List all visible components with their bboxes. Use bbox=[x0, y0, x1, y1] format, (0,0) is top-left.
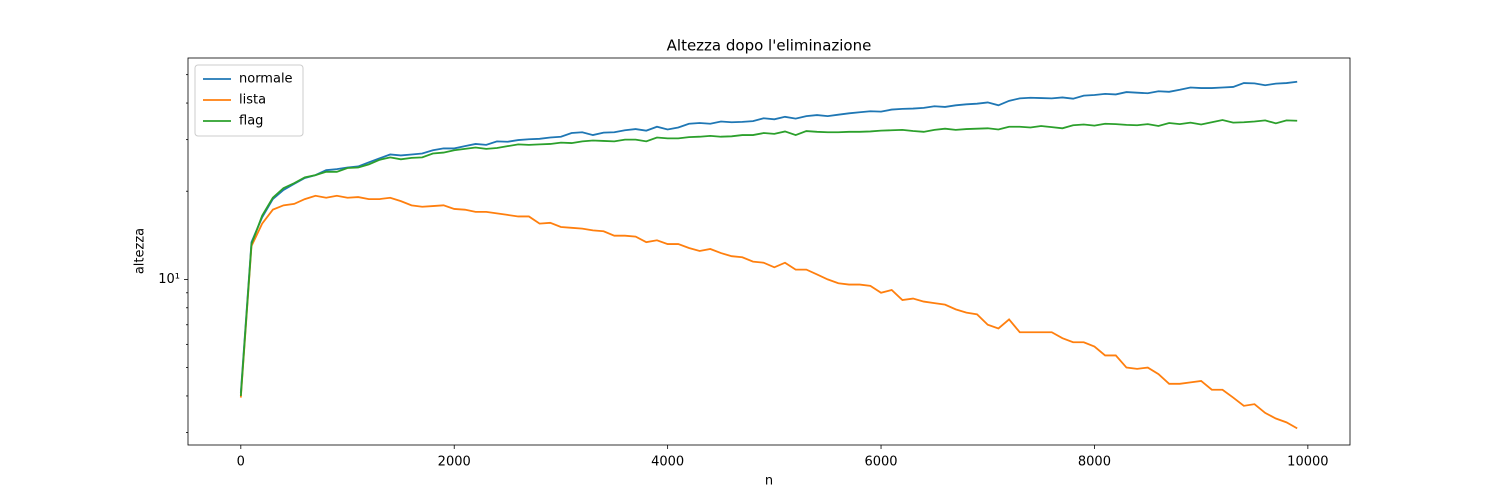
legend-label: flag bbox=[239, 114, 263, 129]
x-tick-label: 8000 bbox=[1078, 455, 1111, 470]
x-axis-label: n bbox=[765, 474, 773, 489]
x-tick-label: 4000 bbox=[651, 455, 684, 470]
legend-label: lista bbox=[239, 93, 266, 108]
legend: normale lista flag bbox=[194, 64, 304, 137]
series-line bbox=[239, 80, 1298, 393]
plot-frame bbox=[187, 57, 1351, 446]
x-tick-label: 6000 bbox=[864, 455, 897, 470]
x-tick-label: 10000 bbox=[1287, 455, 1328, 470]
chart-title: Altezza dopo l'eliminazione bbox=[667, 37, 872, 55]
x-tick-label: 2000 bbox=[438, 455, 471, 470]
x-tick-label: 0 bbox=[237, 455, 245, 470]
y-tick-label: 10¹ bbox=[158, 272, 180, 287]
y-axis-label: altezza bbox=[133, 228, 148, 274]
series-line bbox=[239, 119, 1298, 397]
legend-box bbox=[194, 64, 304, 137]
legend-label: normale bbox=[239, 72, 293, 87]
series-line bbox=[239, 194, 1298, 430]
